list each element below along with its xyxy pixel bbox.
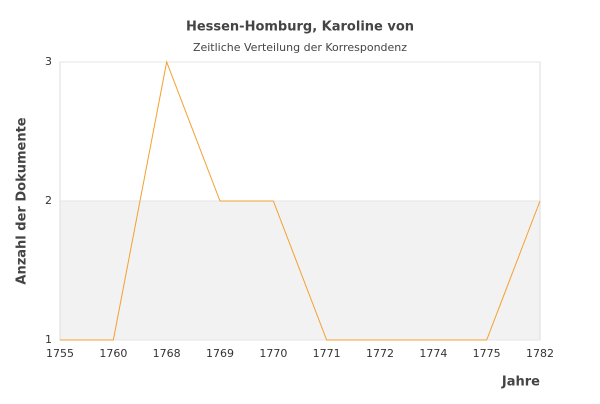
y-tick-label: 1 [45,333,52,346]
y-axis-label: Anzahl der Dokumente [15,117,30,284]
x-tick-label: 1760 [99,347,127,360]
chart-subtitle: Zeitliche Verteilung der Korrespondenz [193,41,407,54]
y-tick-label: 3 [45,55,52,68]
x-tick-label: 1755 [46,347,74,360]
x-tick-label: 1769 [206,347,234,360]
chart-title: Hessen-Homburg, Karoline von [186,20,414,35]
x-tick-label: 1772 [366,347,394,360]
x-tick-label: 1782 [526,347,554,360]
x-tick-label: 1774 [419,347,447,360]
x-axis-label: Jahre [501,375,540,390]
x-tick-label: 1775 [473,347,501,360]
x-tick-label: 1768 [153,347,181,360]
x-tick-label: 1770 [259,347,287,360]
y-tick-label: 2 [45,194,52,207]
x-tick-label: 1771 [313,347,341,360]
data-line [60,60,541,341]
